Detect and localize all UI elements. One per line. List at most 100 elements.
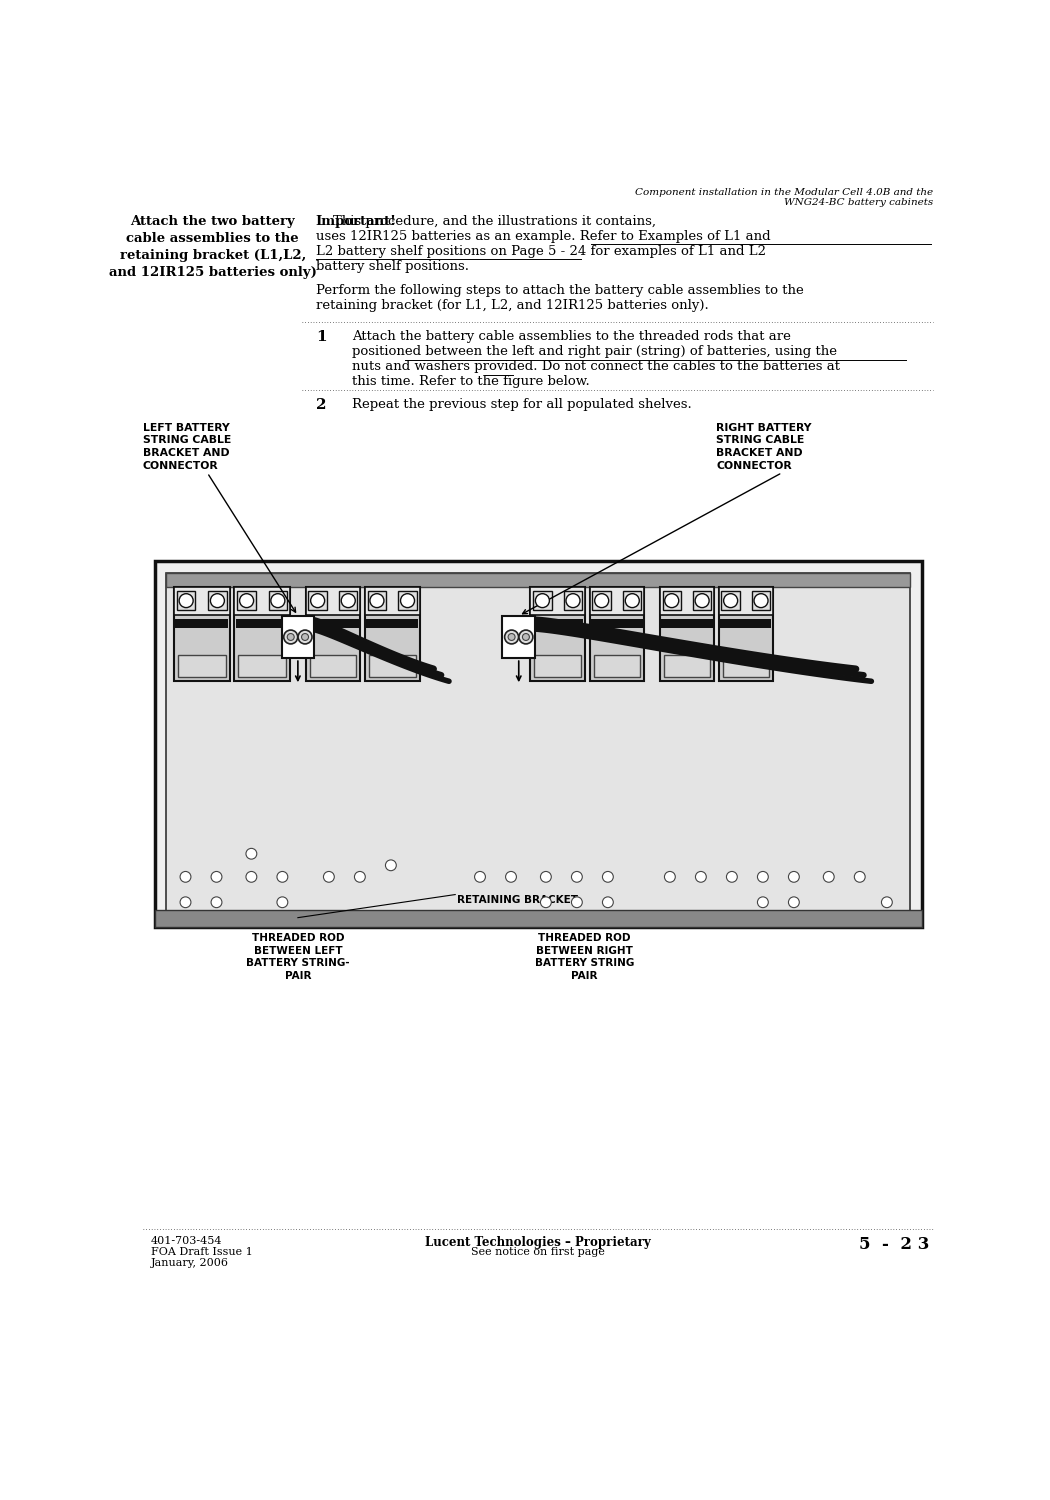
Bar <box>166 573 910 915</box>
Bar <box>663 591 681 610</box>
Bar <box>365 586 420 681</box>
Circle shape <box>181 871 191 882</box>
Circle shape <box>284 630 298 644</box>
Bar <box>234 586 290 615</box>
Bar <box>533 591 551 610</box>
Bar <box>366 618 418 628</box>
Bar <box>693 591 711 610</box>
Bar <box>208 591 227 610</box>
Bar <box>365 586 420 615</box>
Bar <box>720 618 772 628</box>
Circle shape <box>757 871 769 882</box>
Text: 1: 1 <box>316 330 327 344</box>
Circle shape <box>277 897 288 908</box>
Text: uses 12IR125 batteries as an example. Refer to Examples of L1 and: uses 12IR125 batteries as an example. Re… <box>316 230 771 243</box>
Text: This procedure, and the illustrations it contains,: This procedure, and the illustrations it… <box>316 214 655 228</box>
Bar <box>721 591 740 610</box>
Circle shape <box>311 594 324 608</box>
Bar <box>592 591 611 610</box>
Bar <box>175 618 228 628</box>
Bar <box>238 656 287 676</box>
Bar <box>237 591 256 610</box>
Circle shape <box>385 859 396 870</box>
Text: BETWEEN LEFT: BETWEEN LEFT <box>253 946 342 956</box>
Text: CONNECTOR: CONNECTOR <box>143 460 218 471</box>
Text: RIGHT BATTERY: RIGHT BATTERY <box>716 423 812 432</box>
Circle shape <box>246 849 257 859</box>
Bar <box>154 910 922 927</box>
Text: BRACKET AND: BRACKET AND <box>143 448 230 458</box>
Circle shape <box>210 594 225 608</box>
Bar <box>503 616 536 658</box>
Text: THREADED ROD: THREADED ROD <box>252 933 344 944</box>
Text: See notice on first page: See notice on first page <box>471 1246 605 1257</box>
Circle shape <box>239 594 254 608</box>
Text: PAIR: PAIR <box>285 970 311 981</box>
Text: Lucent Technologies – Proprietary: Lucent Technologies – Proprietary <box>425 1236 651 1250</box>
Bar <box>590 586 645 681</box>
Text: FOA Draft Issue 1: FOA Draft Issue 1 <box>150 1246 252 1257</box>
Bar <box>534 656 581 676</box>
Text: CONNECTOR: CONNECTOR <box>716 460 792 471</box>
Text: WNG24-BC battery cabinets: WNG24-BC battery cabinets <box>784 198 933 207</box>
Bar <box>177 656 226 676</box>
Bar <box>269 591 287 610</box>
Bar <box>236 618 289 628</box>
Circle shape <box>475 871 485 882</box>
Circle shape <box>370 594 384 608</box>
Circle shape <box>727 871 737 882</box>
Circle shape <box>180 594 193 608</box>
Circle shape <box>298 630 312 644</box>
Bar <box>306 586 360 615</box>
Circle shape <box>789 871 799 882</box>
Text: BATTERY STRING: BATTERY STRING <box>534 958 634 969</box>
Circle shape <box>323 871 334 882</box>
Bar <box>659 586 714 615</box>
Text: battery shelf positions.: battery shelf positions. <box>316 260 468 273</box>
Circle shape <box>400 594 415 608</box>
Circle shape <box>246 871 257 882</box>
Circle shape <box>855 871 865 882</box>
Bar <box>174 586 230 615</box>
Bar <box>339 591 357 610</box>
Bar <box>623 591 642 610</box>
Circle shape <box>757 897 769 908</box>
Circle shape <box>541 871 551 882</box>
Text: January, 2006: January, 2006 <box>150 1258 229 1268</box>
Circle shape <box>523 633 529 640</box>
Text: STRING CABLE: STRING CABLE <box>143 435 231 445</box>
Circle shape <box>754 594 768 608</box>
Text: L2 battery shelf positions on Page 5 - 24 for examples of L1 and L2: L2 battery shelf positions on Page 5 - 2… <box>316 244 765 258</box>
Bar <box>662 618 713 628</box>
Text: BRACKET AND: BRACKET AND <box>716 448 803 458</box>
Bar <box>530 586 585 615</box>
Circle shape <box>211 871 222 882</box>
Circle shape <box>505 630 519 644</box>
Circle shape <box>288 633 294 640</box>
Circle shape <box>695 594 709 608</box>
Bar <box>593 656 640 676</box>
Circle shape <box>301 633 309 640</box>
Text: Attach the battery cable assemblies to the threaded rods that are: Attach the battery cable assemblies to t… <box>352 330 791 344</box>
Bar <box>309 591 327 610</box>
Circle shape <box>594 594 609 608</box>
Text: nuts and washers provided. Do not connect the cables to the batteries at: nuts and washers provided. Do not connec… <box>352 360 840 374</box>
Circle shape <box>571 871 583 882</box>
Bar <box>234 586 290 681</box>
Circle shape <box>541 897 551 908</box>
Bar <box>177 591 195 610</box>
Text: LEFT BATTERY: LEFT BATTERY <box>143 423 230 432</box>
Circle shape <box>519 630 533 644</box>
Bar <box>722 656 769 676</box>
Circle shape <box>211 897 222 908</box>
Bar <box>369 656 416 676</box>
Text: Perform the following steps to attach the battery cable assemblies to the: Perform the following steps to attach th… <box>316 284 803 297</box>
Circle shape <box>181 897 191 908</box>
Circle shape <box>665 594 678 608</box>
Circle shape <box>508 633 516 640</box>
Circle shape <box>566 594 580 608</box>
Text: this time. Refer to the figure below.: this time. Refer to the figure below. <box>352 375 590 388</box>
Bar <box>659 586 714 681</box>
Circle shape <box>271 594 285 608</box>
Text: positioned between the left and right pair (string) of batteries, using the: positioned between the left and right pa… <box>352 345 837 358</box>
